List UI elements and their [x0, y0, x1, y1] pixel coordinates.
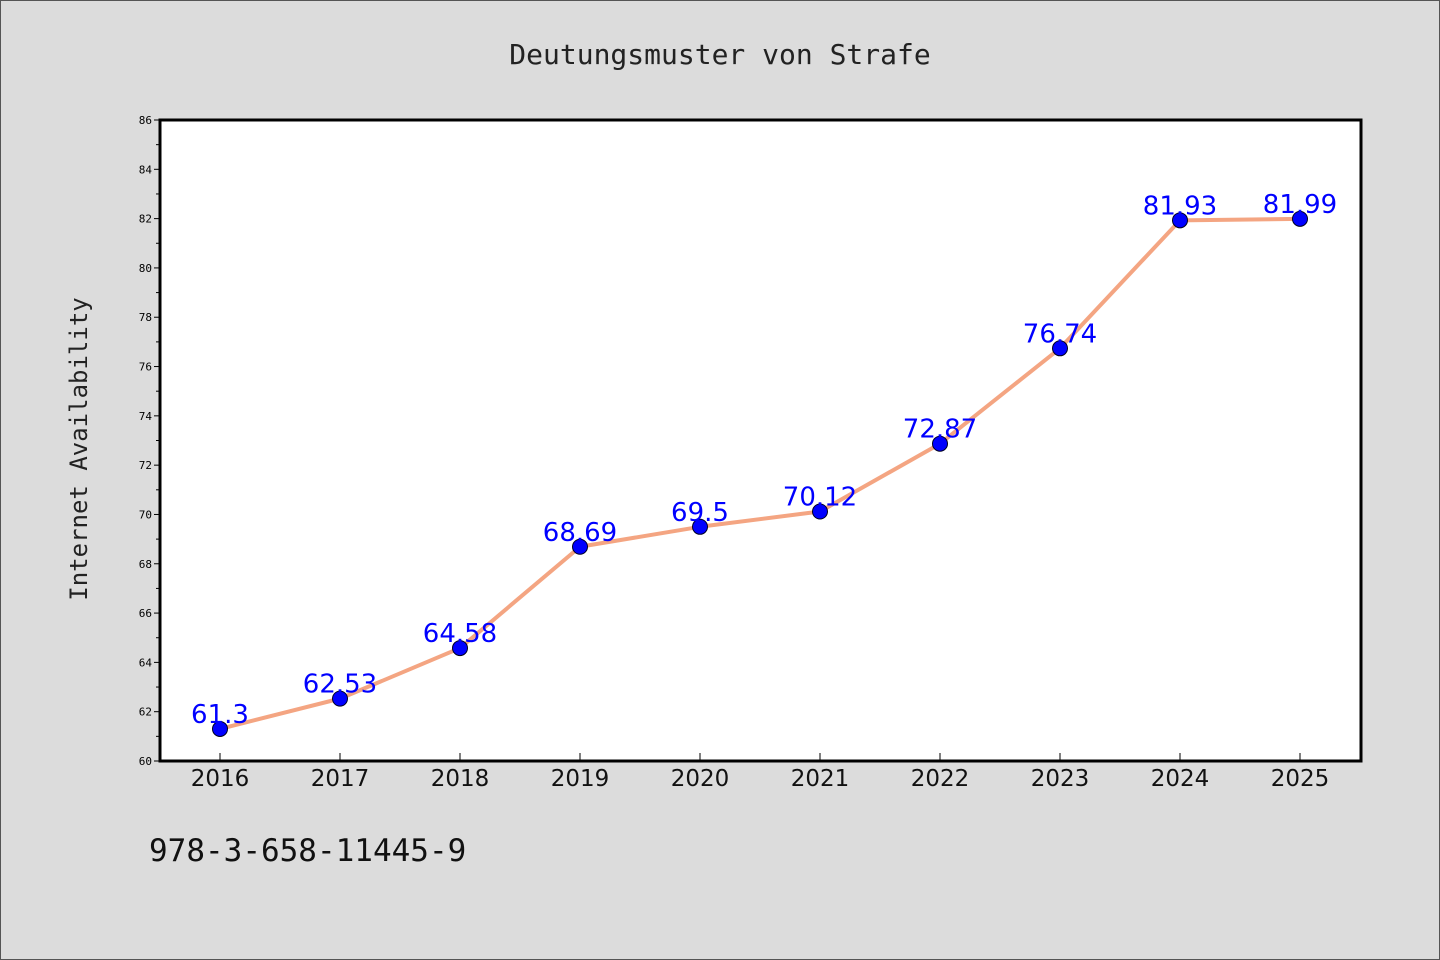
x-tick-label: 2022: [911, 766, 970, 792]
data-point: [932, 435, 948, 452]
x-axis-ticks: 2016 2017 2018 2019 2020 2021 2022 2023 2024 2025: [191, 753, 1330, 792]
y-tick-label: 62: [139, 706, 152, 719]
x-tick-label: 2018: [431, 766, 490, 792]
y-tick-label: 64: [139, 656, 153, 669]
y-tick-label: 66: [139, 607, 152, 620]
y-tick-label: 84: [139, 163, 153, 176]
y-axis-ticks: 60 62 64 66 68 70 72 74 76 78 80 82 84 86: [139, 114, 160, 768]
x-tick-label: 2025: [1271, 766, 1330, 792]
x-tick-label: 2017: [311, 766, 370, 792]
y-tick-label: 76: [139, 361, 152, 374]
chart-title: Deutungsmuster von Strafe: [509, 38, 930, 71]
data-point: [1052, 340, 1068, 357]
series-layer: 61.3 62.53 64.58 68.69 69.5 70.12 72.87 76.74 81…: [191, 190, 1337, 737]
data-label: 64.58: [423, 619, 497, 649]
data-label: 72.87: [903, 415, 977, 445]
data-label: 81.99: [1263, 190, 1337, 220]
y-tick-label: 78: [139, 311, 152, 324]
x-tick-label: 2021: [791, 766, 850, 792]
data-label: 76.74: [1023, 319, 1097, 349]
isbn-text: 978-3-658-11445-9: [149, 833, 467, 869]
x-tick-label: 2019: [551, 766, 610, 792]
x-tick-label: 2023: [1031, 766, 1090, 792]
x-tick-label: 2020: [671, 766, 730, 792]
data-label: 81.93: [1143, 191, 1217, 221]
data-point: [212, 720, 228, 737]
data-label: 61.3: [191, 700, 249, 730]
data-point: [452, 640, 468, 657]
data-point: [1172, 212, 1188, 229]
y-tick-label: 60: [139, 755, 152, 768]
data-point: [1292, 210, 1308, 227]
x-tick-label: 2024: [1151, 766, 1210, 792]
y-axis-label: Internet Availability: [65, 297, 93, 600]
data-point: [572, 538, 588, 555]
y-tick-label: 82: [139, 213, 152, 226]
data-label: 62.53: [303, 670, 377, 700]
data-label: 68.69: [543, 518, 617, 548]
y-tick-label: 72: [139, 459, 152, 472]
y-tick-label: 68: [139, 558, 152, 571]
y-tick-label: 70: [139, 508, 152, 521]
y-tick-label: 74: [139, 410, 153, 423]
plot-area: [158, 118, 1363, 763]
y-tick-label: 86: [139, 114, 152, 127]
data-point: [692, 518, 708, 535]
data-label: 69.5: [671, 498, 729, 528]
data-point: [332, 690, 348, 707]
y-tick-label: 80: [139, 262, 152, 275]
x-tick-label: 2016: [191, 766, 250, 792]
data-point: [812, 503, 828, 520]
data-label: 70.12: [783, 483, 857, 513]
series-line: [219, 216, 1301, 731]
